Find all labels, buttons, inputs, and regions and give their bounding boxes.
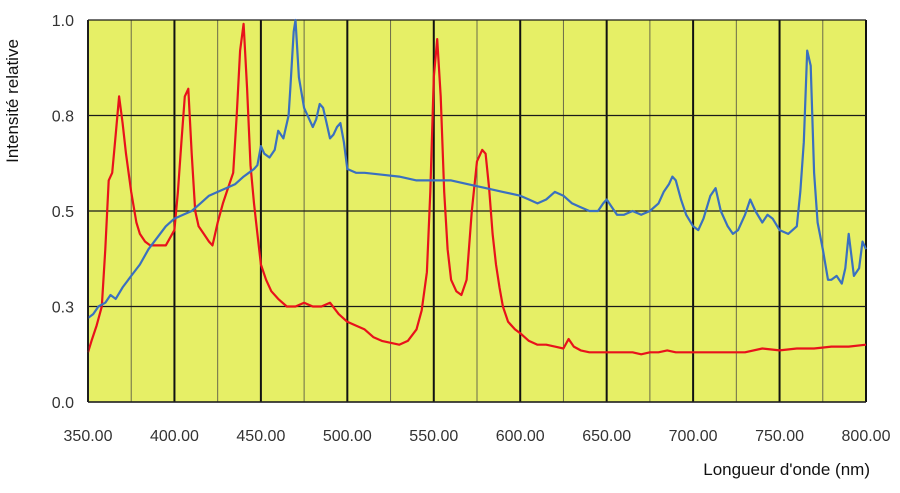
y-tick-label: 0.5 [52, 204, 74, 221]
y-tick-label: 0.0 [52, 395, 74, 412]
x-tick-label: 450.00 [236, 428, 285, 445]
series-line-2 [87, 18, 867, 319]
x-tick-label: 800.00 [842, 428, 891, 445]
x-tick-label: 550.00 [409, 428, 458, 445]
series-line-1 [86, 22, 867, 356]
y-tick-label: 0.8 [52, 109, 74, 126]
x-tick-label: 650.00 [582, 428, 631, 445]
x-tick-label: 350.00 [64, 428, 113, 445]
y-tick-label: 0.3 [52, 300, 74, 317]
x-axis-title: Longueur d'onde (nm) [703, 460, 870, 479]
x-tick-label: 400.00 [150, 428, 199, 445]
y-tick-label: 1.0 [52, 13, 74, 30]
y-axis-title: Intensité relative [3, 39, 22, 163]
x-tick-label: 700.00 [669, 428, 718, 445]
x-tick-label: 750.00 [755, 428, 804, 445]
axes: 350.00 400.00 450.00 500.00 550.00 600.00 650.… [52, 13, 891, 445]
x-tick-label: 500.00 [323, 428, 372, 445]
x-tick-label: 600.00 [496, 428, 545, 445]
series-group [86, 18, 867, 356]
